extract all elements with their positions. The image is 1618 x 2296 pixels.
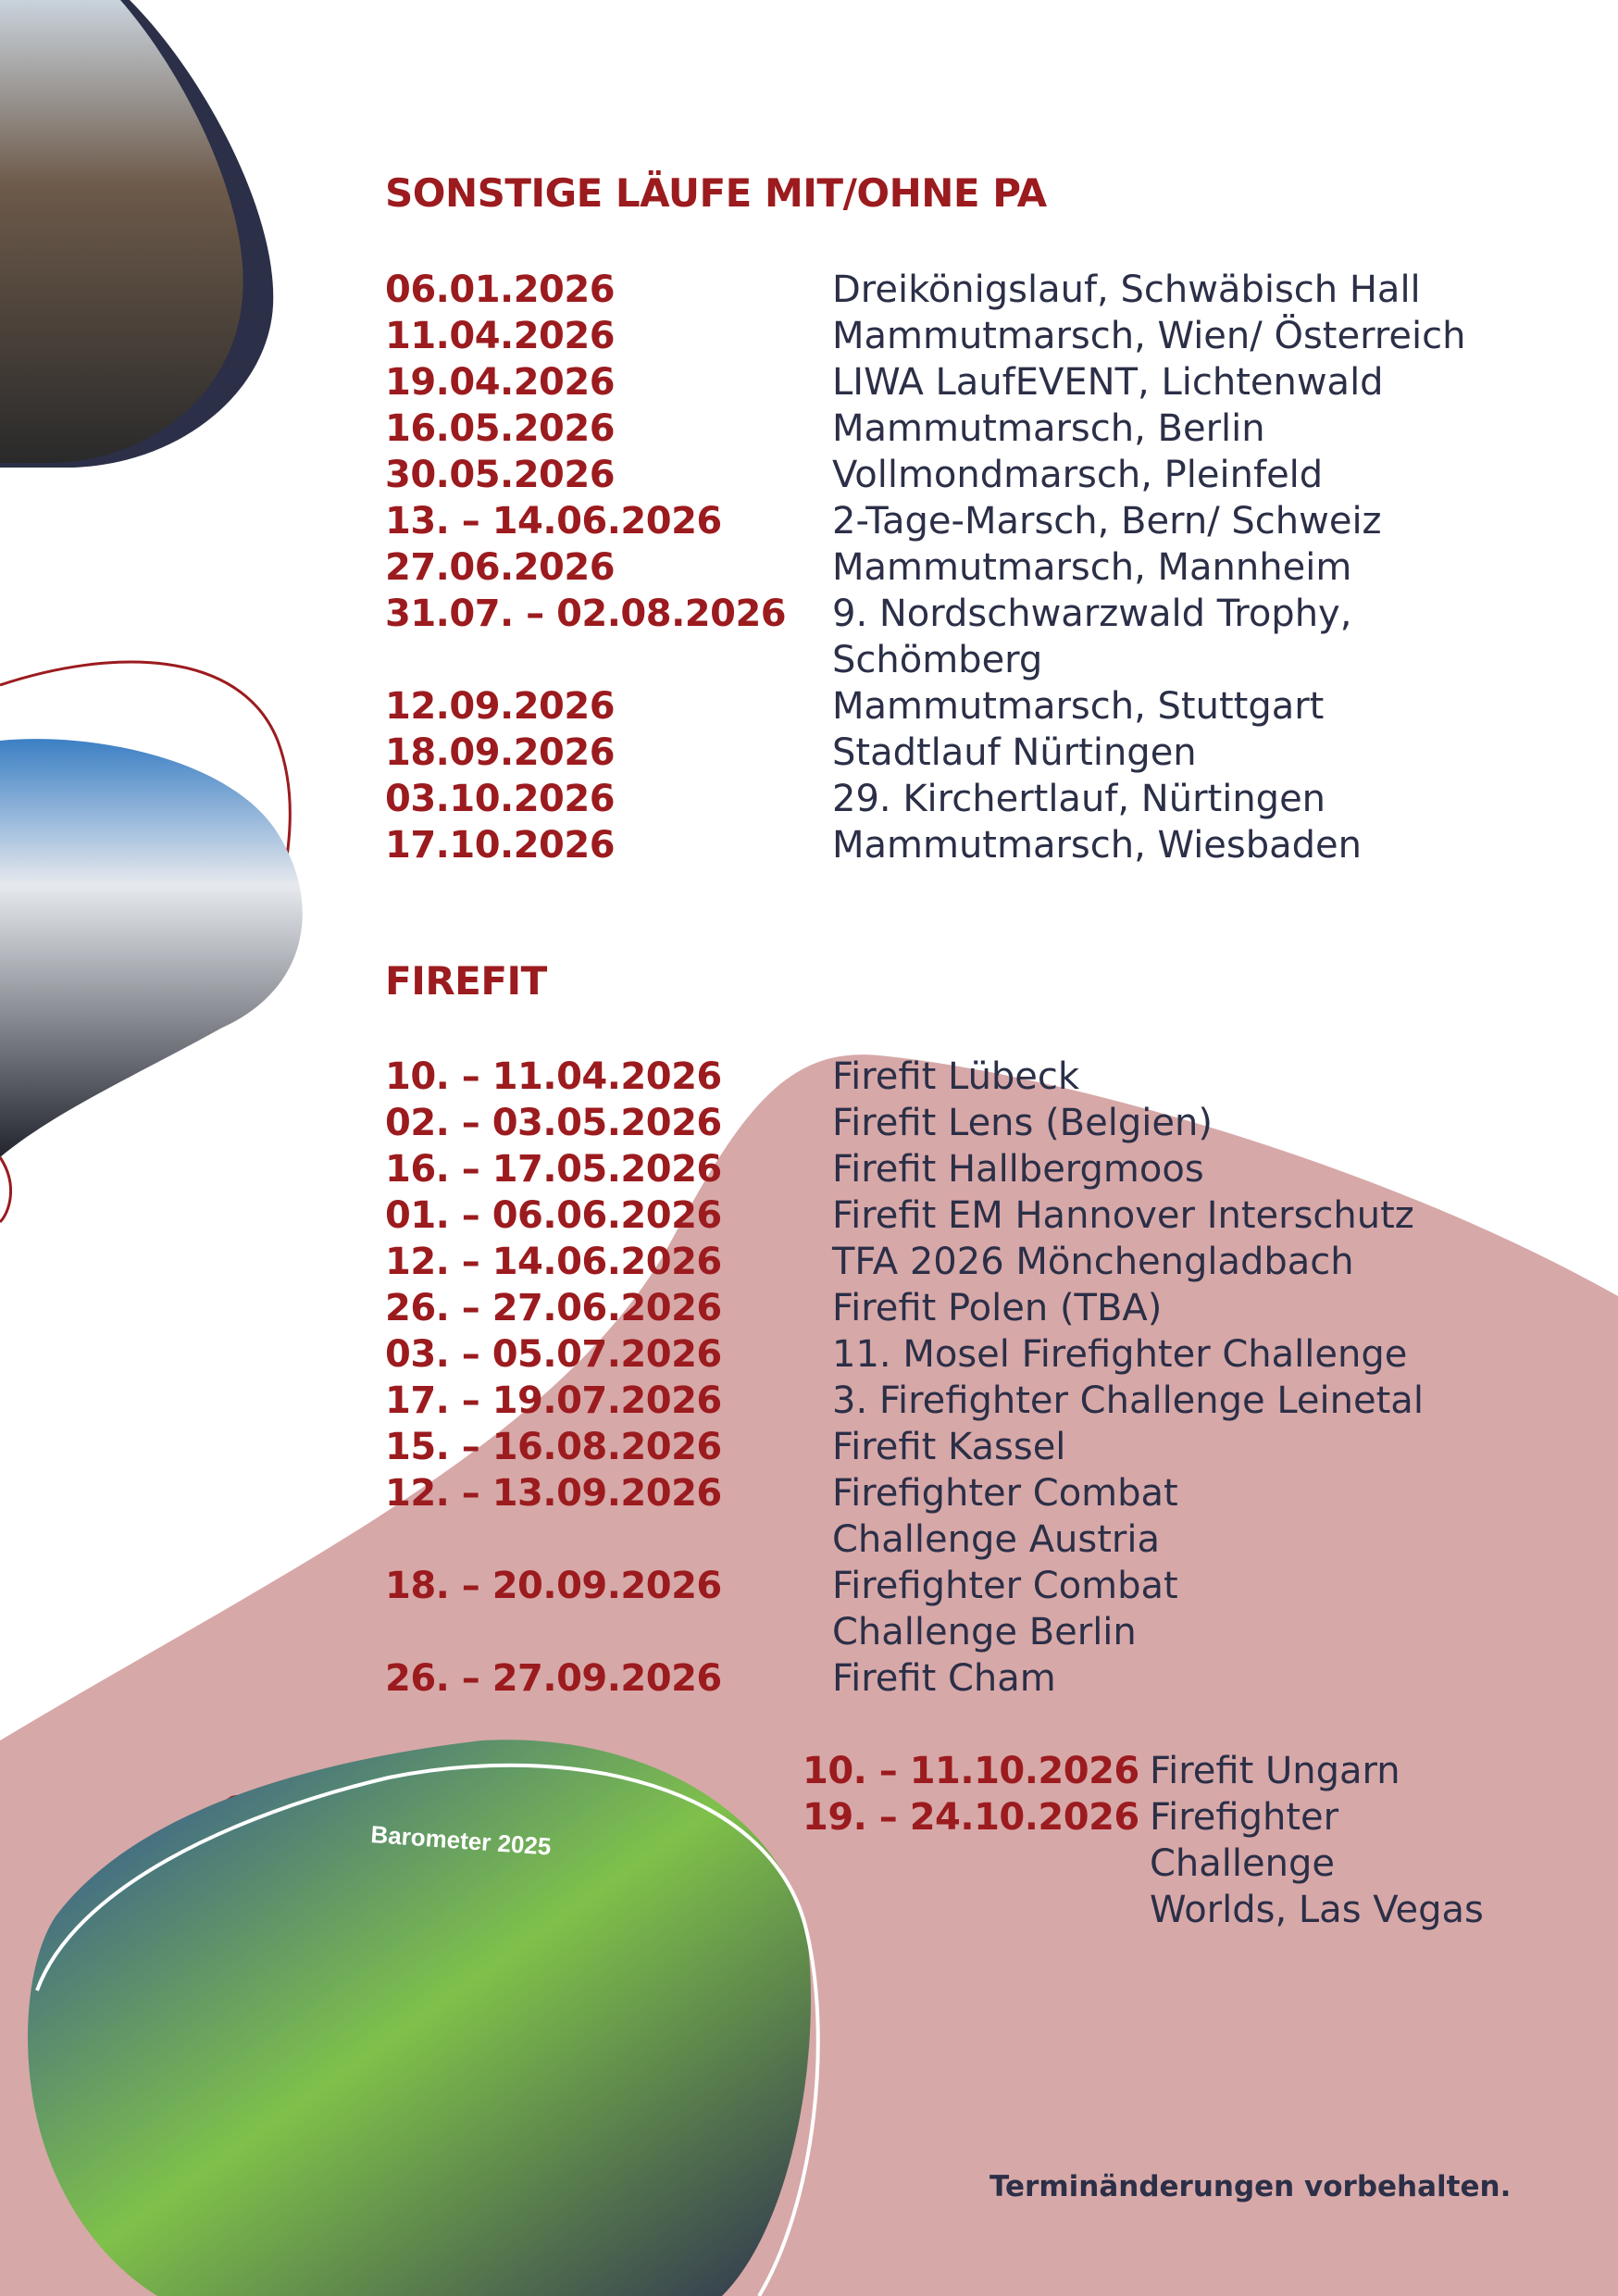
event-row: 26. – 27.06.2026 Firefit Polen (TBA): [385, 1285, 1424, 1331]
event-name: Dreikönigslauf, Schwäbisch Hall: [832, 268, 1421, 311]
event-date: 06.01.2026: [385, 268, 616, 311]
event-row: 10. – 11.10.2026 Firefit Ungarn: [803, 1748, 1484, 1794]
event-date: 18. – 20.09.2026: [385, 1565, 722, 1607]
event-row: 12.09.2026 Mammutmarsch, Stuttgart: [385, 683, 1465, 730]
event-name: 11. Mosel Firefighter Challenge: [832, 1333, 1408, 1376]
sonstige-list: 06.01.2026 Dreikönigslauf, Schwäbisch Hal…: [385, 267, 1465, 868]
event-row: 19. – 24.10.2026 Firefighter Challenge Wo…: [803, 1794, 1484, 1933]
event-row: 18. – 20.09.2026 Firefighter Combat Chall…: [385, 1563, 1424, 1655]
event-name: 29. Kirchertlauf, Nürtingen: [832, 778, 1326, 820]
event-name: Mammutmarsch, Wien/ Österreich: [832, 315, 1466, 357]
event-name: Firefighter Challenge Worlds, Las Vegas: [1150, 1796, 1484, 1931]
photo-firefighters-award: [0, 0, 243, 463]
event-row: 06.01.2026 Dreikönigslauf, Schwäbisch Hal…: [385, 267, 1465, 313]
event-name: Firefit Cham: [832, 1657, 1056, 1700]
event-name: 3. Firefighter Challenge Leinetal: [832, 1379, 1424, 1422]
event-name: Mammutmarsch, Mannheim: [832, 546, 1352, 589]
event-row: 03.10.2026 29. Kirchertlauf, Nürtingen: [385, 776, 1465, 822]
event-date: 12. – 14.06.2026: [385, 1241, 722, 1283]
event-name: Firefit Lübeck: [832, 1055, 1080, 1098]
event-date: 01. – 06.06.2026: [385, 1194, 722, 1237]
event-date: 19.04.2026: [385, 361, 616, 404]
section-title-firefit: FIREFIT: [385, 958, 547, 1004]
event-name: TFA 2026 Mönchengladbach: [832, 1241, 1354, 1283]
event-date: 27.06.2026: [385, 546, 616, 589]
event-row: 15. – 16.08.2026 Firefit Kassel: [385, 1424, 1424, 1470]
event-row: 03. – 05.07.2026 11. Mosel Firefighter Ch…: [385, 1331, 1424, 1378]
event-date: 17. – 19.07.2026: [385, 1379, 722, 1422]
event-row: 27.06.2026 Mammutmarsch, Mannheim: [385, 544, 1465, 591]
event-date: 12. – 13.09.2026: [385, 1472, 722, 1515]
event-date: 02. – 03.05.2026: [385, 1102, 722, 1144]
event-row: 01. – 06.06.2026 Firefit EM Hannover Inte…: [385, 1192, 1424, 1239]
event-row: 17. – 19.07.2026 3. Firefighter Challenge…: [385, 1378, 1424, 1424]
event-name: Firefit Kassel: [832, 1426, 1066, 1468]
event-name: Mammutmarsch, Berlin: [832, 407, 1265, 450]
event-name: 9. Nordschwarzwald Trophy, Schömberg: [832, 593, 1352, 681]
event-row: 12. – 14.06.2026 TFA 2026 Mönchengladbach: [385, 1239, 1424, 1285]
event-date: 11.04.2026: [385, 315, 616, 357]
firefit-list: 10. – 11.04.2026 Firefit Lübeck 02. – 03.0…: [385, 1054, 1424, 1702]
red-line-decoration-2: [0, 1156, 13, 1224]
event-name: LIWA LaufEVENT, Lichtenwald: [832, 361, 1384, 404]
event-name: Stadtlauf Nürtingen: [832, 731, 1197, 774]
event-date: 13. – 14.06.2026: [385, 500, 722, 543]
event-date: 10. – 11.10.2026: [803, 1750, 1139, 1792]
event-row: 16.05.2026 Mammutmarsch, Berlin: [385, 406, 1465, 452]
event-row: 02. – 03.05.2026 Firefit Lens (Belgien): [385, 1100, 1424, 1146]
event-date: 17.10.2026: [385, 824, 616, 867]
event-row: 19.04.2026 LIWA LaufEVENT, Lichtenwald: [385, 359, 1465, 406]
event-name: Firefit Ungarn: [1150, 1750, 1400, 1792]
event-date: 26. – 27.06.2026: [385, 1287, 722, 1329]
event-name: Firefit Hallbergmoos: [832, 1148, 1204, 1191]
event-row: 26. – 27.09.2026 Firefit Cham: [385, 1655, 1424, 1702]
firefit-list-continued: 10. – 11.10.2026 Firefit Ungarn 19. – 24.1…: [803, 1748, 1484, 1933]
white-line-decoration: [35, 1763, 820, 2296]
event-row: 12. – 13.09.2026 Firefighter Combat Chall…: [385, 1470, 1424, 1563]
photo-firefighters-group: [0, 739, 303, 1157]
event-date: 26. – 27.09.2026: [385, 1657, 722, 1700]
event-date: 31.07. – 02.08.2026: [385, 593, 787, 635]
event-name: Firefit Lens (Belgien): [832, 1102, 1213, 1144]
event-row: 17.10.2026 Mammutmarsch, Wiesbaden: [385, 822, 1465, 868]
event-row: 10. – 11.04.2026 Firefit Lübeck: [385, 1054, 1424, 1100]
event-name: 2-Tage-Marsch, Bern/ Schweiz: [832, 500, 1382, 543]
event-name: Firefit EM Hannover Interschutz: [832, 1194, 1414, 1237]
event-date: 12.09.2026: [385, 685, 616, 728]
event-name: Mammutmarsch, Wiesbaden: [832, 824, 1363, 867]
event-date: 03.10.2026: [385, 778, 616, 820]
event-date: 30.05.2026: [385, 454, 616, 496]
event-row: 31.07. – 02.08.2026 9. Nordschwarzwald Tr…: [385, 591, 1465, 683]
event-row: 16. – 17.05.2026 Firefit Hallbergmoos: [385, 1146, 1424, 1192]
event-date: 16. – 17.05.2026: [385, 1148, 722, 1191]
event-row: 13. – 14.06.2026 2-Tage-Marsch, Bern/ Sch…: [385, 498, 1465, 544]
event-date: 19. – 24.10.2026: [803, 1796, 1139, 1839]
section-title-sonstige: SONSTIGE LÄUFE MIT/OHNE PA: [385, 170, 1047, 216]
event-date: 16.05.2026: [385, 407, 616, 450]
event-date: 03. – 05.07.2026: [385, 1333, 722, 1376]
event-row: 30.05.2026 Vollmondmarsch, Pleinfeld: [385, 452, 1465, 498]
footnote: Terminänderungen vorbehalten.: [989, 2170, 1512, 2203]
photo-team-barometer: [28, 1740, 811, 2296]
event-name: Firefit Polen (TBA): [832, 1287, 1163, 1329]
event-name: Firefighter Combat Challenge Berlin: [832, 1565, 1178, 1653]
event-row: 11.04.2026 Mammutmarsch, Wien/ Österreich: [385, 313, 1465, 359]
event-name: Vollmondmarsch, Pleinfeld: [832, 454, 1324, 496]
event-name: Mammutmarsch, Stuttgart: [832, 685, 1325, 728]
event-date: 10. – 11.04.2026: [385, 1055, 722, 1098]
event-row: 18.09.2026 Stadtlauf Nürtingen: [385, 730, 1465, 776]
event-date: 15. – 16.08.2026: [385, 1426, 722, 1468]
event-name: Firefighter Combat Challenge Austria: [832, 1472, 1178, 1561]
event-date: 18.09.2026: [385, 731, 616, 774]
